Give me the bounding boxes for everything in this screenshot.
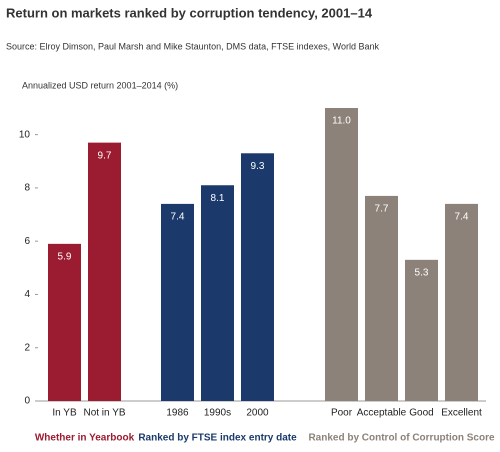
y-tick-label: 2 — [24, 342, 30, 353]
source: Source: Elroy Dimson, Paul Marsh and Mik… — [6, 41, 379, 51]
x-tick-label: Good — [409, 408, 433, 419]
value-label: 11.0 — [332, 116, 351, 127]
x-tick-label: Not in YB — [83, 408, 125, 419]
value-label: 7.7 — [375, 204, 389, 215]
y-tick-label: 8 — [24, 183, 30, 194]
y-tick-label: 0 — [24, 396, 30, 407]
value-label: 7.4 — [171, 212, 185, 223]
group-label: Ranked by FTSE index entry date — [138, 433, 297, 444]
x-tick-label: Poor — [331, 408, 353, 419]
bar — [161, 203, 194, 401]
value-label: 7.4 — [455, 212, 469, 223]
bar — [241, 153, 274, 401]
y-tick-label: 10 — [19, 129, 31, 140]
group-label: Ranked by Control of Corruption Score — [308, 433, 495, 444]
x-tick-label: Acceptable — [357, 408, 407, 419]
value-label: 5.9 — [58, 251, 72, 262]
y-tick-label: 6 — [24, 236, 30, 247]
bar — [201, 185, 234, 401]
y-tick-label: 4 — [24, 289, 30, 300]
bar — [365, 195, 398, 401]
group-label: Whether in Yearbook — [35, 433, 135, 444]
x-tick-label: 1986 — [166, 408, 189, 419]
value-label: 9.3 — [251, 161, 265, 172]
bar — [325, 108, 358, 401]
x-tick-label: Excellent — [441, 408, 482, 419]
value-label: 9.7 — [98, 150, 112, 161]
x-tick-label: 2000 — [246, 408, 269, 419]
x-tick-label: 1990s — [204, 408, 231, 419]
value-label: 5.3 — [415, 267, 429, 278]
chart-title: Return on markets ranked by corruption t… — [6, 5, 373, 20]
y-axis-label: Annualized USD return 2001–2014 (%) — [22, 80, 178, 90]
x-tick-label: In YB — [52, 408, 77, 419]
bar — [445, 203, 478, 401]
bar — [88, 142, 121, 402]
bar — [48, 243, 81, 401]
value-label: 8.1 — [211, 193, 225, 204]
bar — [405, 259, 438, 401]
